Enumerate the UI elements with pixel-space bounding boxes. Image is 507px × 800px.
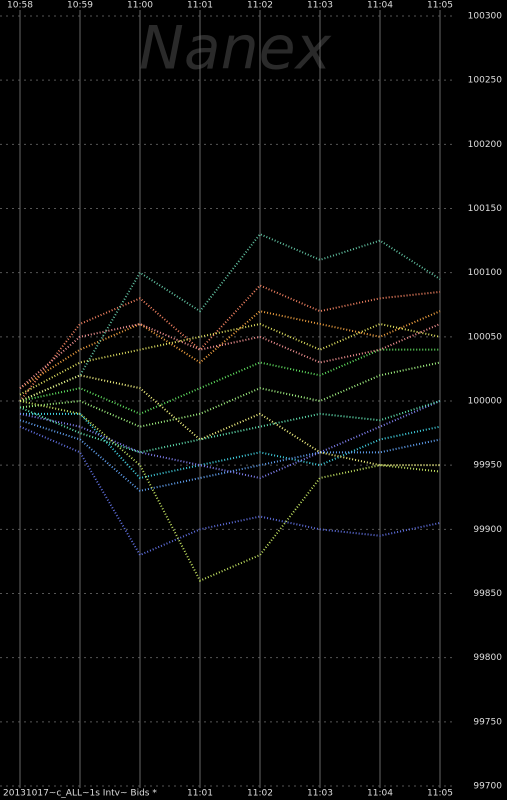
- x-tick-label: 11:04: [367, 1, 393, 11]
- x-tick-label: 10:59: [67, 1, 93, 11]
- series-line: [19, 400, 441, 454]
- y-tick-label: 99750: [473, 717, 502, 727]
- series-line: [19, 322, 441, 396]
- series-line: [19, 374, 440, 467]
- y-tick-label: 99950: [473, 461, 502, 471]
- series-line: [19, 284, 441, 402]
- x-tick-label-bottom: 11:01: [187, 789, 213, 799]
- watermark: Nanex: [139, 14, 332, 84]
- x-tick-label-bottom: 11:05: [427, 789, 453, 799]
- x-tick-label-bottom: 11:02: [247, 789, 273, 799]
- series-line: [19, 400, 441, 480]
- series-line: [19, 361, 441, 428]
- y-tick-label: 100250: [468, 76, 503, 86]
- y-tick-label: 99800: [473, 653, 502, 663]
- y-tick-label: 100100: [468, 268, 503, 278]
- y-tick-label: 99850: [473, 589, 502, 599]
- y-tick-label: 100050: [468, 332, 503, 342]
- y-tick-label: 99700: [473, 782, 502, 792]
- x-tick-label: 11:02: [247, 1, 273, 11]
- y-tick-label: 100150: [468, 204, 503, 214]
- series-line: [19, 400, 441, 582]
- x-tick-label: 10:58: [7, 1, 33, 11]
- y-tick-label: 100300: [468, 12, 503, 22]
- x-tick-label: 11:01: [187, 1, 213, 11]
- y-tick-label: 99900: [473, 525, 502, 535]
- x-tick-label-bottom: 11:04: [367, 789, 393, 799]
- x-tick-label: 11:03: [307, 1, 333, 11]
- x-tick-label: 11:05: [427, 1, 453, 11]
- y-tick-label: 100200: [468, 140, 503, 150]
- x-tick-label: 11:00: [127, 1, 153, 11]
- series-line: [19, 310, 441, 390]
- y-tick-label: 100000: [468, 397, 503, 407]
- series-line: [19, 348, 440, 415]
- series-line: [19, 419, 441, 492]
- chart-title: 20131017~c_ALL~1s Intv~ Bids *: [3, 789, 157, 799]
- x-tick-label-bottom: 11:03: [307, 789, 333, 799]
